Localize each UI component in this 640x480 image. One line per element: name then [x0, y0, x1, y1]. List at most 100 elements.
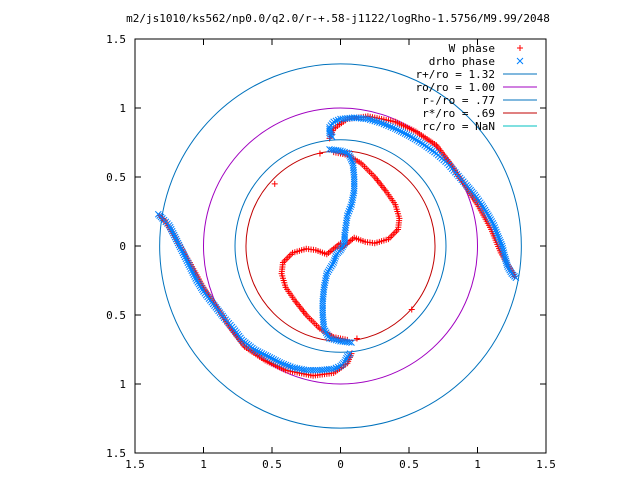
drho-phase-point	[177, 245, 185, 253]
drho-phase-point	[280, 360, 288, 368]
drho-phase-point	[417, 139, 425, 147]
drho-phase-point	[334, 363, 342, 371]
drho-phase-point	[328, 133, 336, 141]
drho-phase-point	[258, 350, 266, 357]
drho-phase-point	[334, 147, 342, 154]
drho-phase-point	[186, 263, 194, 271]
drho-phase-point	[382, 121, 390, 129]
drho-phase-point	[387, 123, 395, 131]
drho-phase-point	[486, 214, 493, 221]
drho-phase-point	[341, 358, 348, 366]
drho-phase-point	[493, 230, 501, 238]
drho-phase-point	[389, 124, 397, 132]
drho-phase-point	[332, 336, 340, 344]
drho-phase-point	[399, 129, 407, 136]
x-tick-label: 1	[474, 458, 481, 471]
w-phase-point	[271, 180, 278, 187]
drho-phase-point	[270, 356, 278, 363]
drho-phase-point	[489, 220, 497, 227]
drho-phase-point	[330, 336, 338, 343]
drho-phase-point	[178, 247, 186, 255]
drho-phase-point	[504, 263, 511, 271]
drho-phase-point	[495, 234, 503, 242]
drho-phase-point	[173, 237, 181, 245]
legend-label: W phase	[449, 42, 495, 55]
drho-phase-point	[325, 333, 332, 340]
drho-phase-point	[169, 229, 177, 237]
y-tick-label: 0.5	[106, 171, 126, 184]
x-tick-label: 1.5	[536, 458, 556, 471]
drho-phase-point	[342, 356, 349, 364]
drho-phase-point	[337, 147, 344, 155]
drho-phase-point	[181, 253, 189, 261]
drho-phase-point	[337, 115, 344, 123]
legend-label: r-/ro = .77	[422, 94, 495, 107]
drho-phase-point	[494, 232, 502, 240]
data-points	[154, 113, 520, 379]
drho-phase-point	[347, 155, 355, 163]
drho-phase-point	[180, 251, 188, 259]
drho-phase-point	[284, 362, 292, 370]
drho-phase-point	[347, 203, 354, 211]
drho-phase-point	[498, 242, 506, 250]
legend-label: r*/ro = .69	[422, 107, 495, 120]
drho-phase-point	[415, 138, 423, 145]
drho-phase-point	[397, 128, 405, 136]
drho-phase-point	[413, 136, 421, 144]
drho-phase-point	[167, 225, 175, 233]
drho-phase-point	[328, 335, 336, 343]
drho-phase-point	[276, 358, 283, 366]
drho-phase-point	[187, 265, 195, 273]
legend-label: ro/ro = 1.00	[416, 81, 495, 94]
drho-phase-point	[378, 119, 385, 127]
legend-label: rc/ro = NaN	[422, 120, 495, 133]
drho-phase-point	[503, 261, 511, 269]
circle-r	[159, 63, 522, 429]
drho-phase-point	[190, 271, 198, 278]
drho-phase-point	[488, 218, 496, 225]
drho-phase-point	[192, 275, 200, 282]
drho-phase-point	[274, 357, 282, 365]
drho-phase-point	[395, 127, 403, 135]
drho-phase-point	[371, 117, 379, 125]
drho-phase-point	[409, 134, 417, 142]
chart-title: m2/js1010/ks562/np0.0/q2.0/r-+.58-j1122/…	[126, 12, 550, 25]
drho-phase-point	[348, 157, 356, 165]
circle-r	[234, 139, 447, 353]
drho-phase-point	[393, 126, 401, 134]
drho-phase-point	[189, 269, 197, 276]
drho-phase-point	[165, 221, 173, 229]
drho-phase-point	[348, 198, 356, 206]
drho-phase-point	[339, 148, 346, 155]
y-tick-label: 1	[119, 378, 126, 391]
drho-phase-point	[380, 120, 388, 128]
drho-phase-point	[172, 235, 180, 243]
drho-phase-point	[260, 351, 268, 358]
drho-phase-point	[170, 231, 178, 239]
drho-phase-point	[487, 216, 495, 223]
drho-phase-point	[385, 122, 392, 130]
drho-phase-point	[184, 259, 192, 267]
drho-phase-point	[497, 238, 504, 246]
drho-phase-point	[191, 273, 199, 280]
drho-phase-point	[405, 132, 413, 139]
drho-phase-point	[330, 257, 338, 264]
drho-phase-point	[496, 236, 504, 244]
axes: 1.5 1 0.5 0 0.5 1 1.51.510.500.511.5	[106, 33, 556, 471]
drho-phase-point	[282, 361, 290, 369]
drho-phase-point	[411, 135, 419, 143]
drho-phase-point	[502, 255, 509, 263]
drho-phase-point	[348, 201, 355, 208]
drho-phase-point	[347, 154, 354, 161]
drho-phase-point	[183, 257, 191, 265]
drho-phase-point	[176, 243, 184, 251]
drho-phase-point	[341, 237, 348, 245]
drho-phase-point	[330, 365, 338, 373]
drho-phase-point	[401, 130, 409, 137]
drho-phase-point	[341, 148, 348, 156]
x-tick-label: 0	[337, 458, 344, 471]
drho-phase-point	[188, 267, 196, 274]
drho-phase-point	[493, 228, 500, 236]
drho-phase-point	[256, 349, 264, 356]
